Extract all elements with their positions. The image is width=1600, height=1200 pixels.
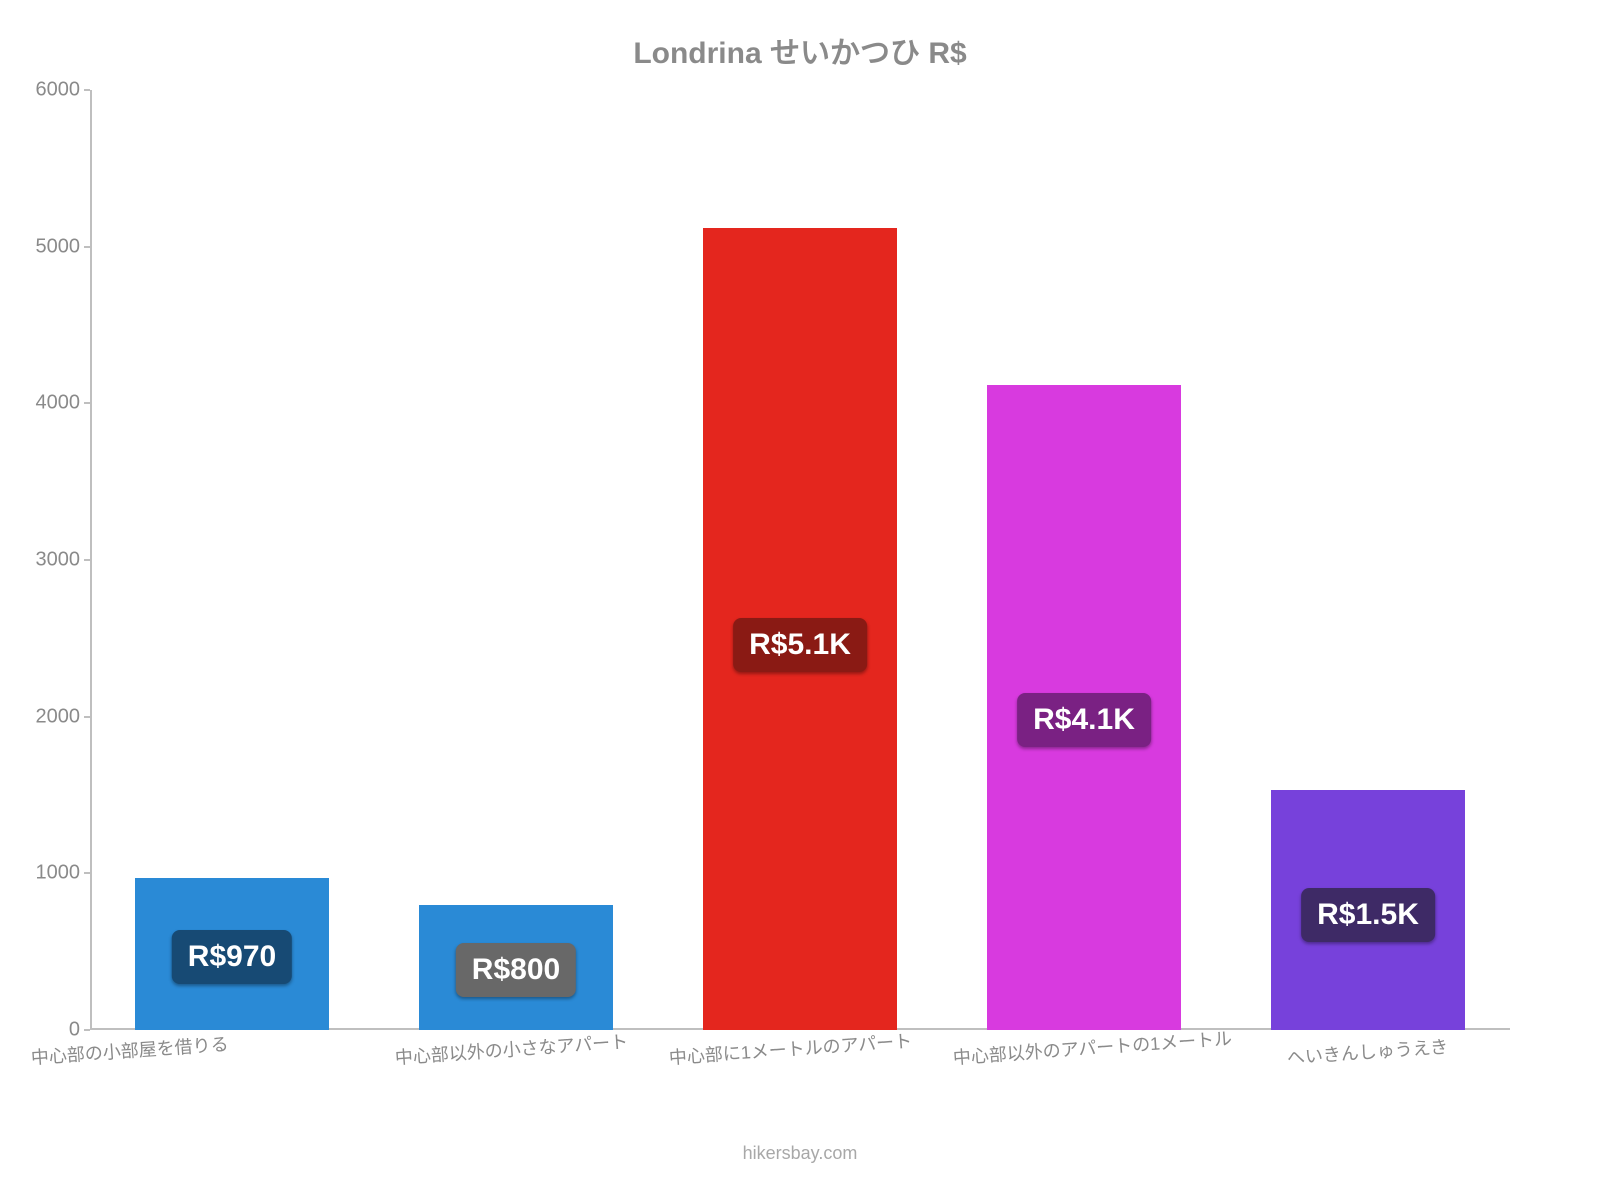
x-category-label: へいきんしゅうえき — [1286, 1033, 1449, 1070]
y-tick-mark — [84, 559, 90, 561]
y-tick-label: 0 — [69, 1019, 80, 1042]
y-tick-label: 1000 — [36, 862, 81, 885]
y-tick-mark — [84, 872, 90, 874]
y-tick-label: 6000 — [36, 79, 81, 102]
bar-value-label: R$970 — [172, 930, 292, 984]
bar-value-label: R$4.1K — [1017, 693, 1151, 747]
y-tick-label: 4000 — [36, 392, 81, 415]
x-category-label: 中心部以外の小さなアパート — [394, 1028, 629, 1070]
footer-credit: hikersbay.com — [0, 1143, 1600, 1164]
y-tick-mark — [84, 246, 90, 248]
x-category-label: 中心部以外のアパートの1メートル — [952, 1024, 1233, 1069]
plot-area: 0100020003000400050006000R$970中心部の小部屋を借り… — [90, 90, 1510, 1030]
x-category-label: 中心部に1メートルのアパート — [668, 1027, 913, 1070]
y-tick-mark — [84, 1029, 90, 1031]
bar-value-label: R$800 — [456, 943, 576, 997]
y-tick-mark — [84, 402, 90, 404]
y-tick-label: 2000 — [36, 705, 81, 728]
bar-value-label: R$5.1K — [733, 618, 867, 672]
chart-title: Londrina せいかつひ R$ — [0, 28, 1600, 72]
y-tick-label: 5000 — [36, 235, 81, 258]
chart-container: Londrina せいかつひ R$ 0100020003000400050006… — [0, 0, 1600, 1200]
y-axis-line — [90, 90, 92, 1030]
y-tick-mark — [84, 89, 90, 91]
y-tick-mark — [84, 716, 90, 718]
bar-value-label: R$1.5K — [1301, 888, 1435, 942]
x-category-label: 中心部の小部屋を借りる — [30, 1030, 229, 1070]
y-tick-label: 3000 — [36, 549, 81, 572]
